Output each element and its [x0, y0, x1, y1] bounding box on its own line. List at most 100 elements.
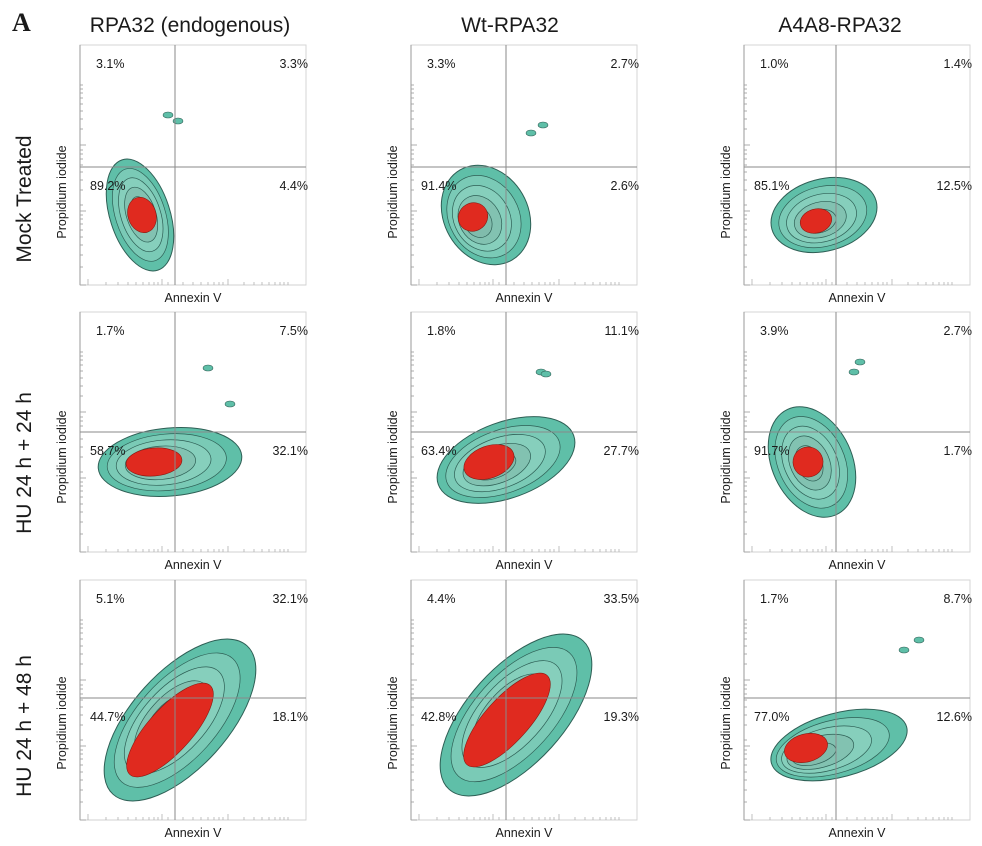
- quadrant-lower-left-value: 91.7%: [754, 444, 790, 458]
- density-core: [457, 202, 489, 232]
- x-axis-label: Annexin V: [164, 558, 222, 572]
- quadrant-lower-right-value: 12.6%: [936, 710, 972, 724]
- density-plot-hu24-endogenous: [79, 311, 307, 553]
- x-axis-label: Annexin V: [495, 826, 553, 840]
- quadrant-upper-right-value: 2.7%: [943, 324, 973, 338]
- quadrant-upper-right-value: 1.4%: [943, 57, 973, 71]
- quadrant-lower-right-value: 4.4%: [279, 179, 309, 193]
- density-plot-hu48-endogenous: [79, 579, 307, 821]
- quadrant-lower-left-value: 77.0%: [754, 710, 790, 724]
- quadrant-lower-right-value: 32.1%: [272, 444, 308, 458]
- flow-plot-mock-a4a8: 1.0% 1.4% 85.1% 12.5% Annexin V Propidium iod…: [714, 44, 974, 305]
- quadrant-upper-left-value: 1.8%: [427, 324, 456, 338]
- column-title-wt: Wt-RPA32: [461, 14, 559, 37]
- density-speck: [913, 636, 925, 644]
- y-axis-label: Propidium iodide: [719, 676, 733, 770]
- flow-plot-mock-wt: 3.3% 2.7% 91.4% 2.6% Annexin V Propidium iodi…: [381, 44, 641, 305]
- plot-frame: [743, 579, 971, 821]
- y-axis-label: Propidium iodide: [719, 410, 733, 504]
- quadrant-lower-right-value: 12.5%: [936, 179, 972, 193]
- density-speck: [162, 111, 174, 119]
- flow-plot-hu24-endogenous: 1.7% 7.5% 58.7% 32.1% Annexin V Propidium iod…: [50, 311, 310, 572]
- quadrant-upper-right-value: 3.3%: [279, 57, 309, 71]
- quadrant-lower-left-value: 63.4%: [421, 444, 457, 458]
- density-speck: [854, 358, 866, 366]
- density-core: [463, 444, 515, 480]
- x-axis-label: Annexin V: [164, 291, 222, 305]
- quadrant-upper-left-value: 1.0%: [760, 57, 789, 71]
- density-speck: [202, 364, 214, 372]
- x-axis-label: Annexin V: [164, 826, 222, 840]
- quadrant-lower-left-value: 44.7%: [90, 710, 126, 724]
- density-core: [799, 208, 833, 234]
- density-plot-hu24-wt: [410, 311, 638, 553]
- quadrant-upper-right-value: 32.1%: [272, 592, 308, 606]
- density-plot-mock-a4a8: [743, 44, 971, 286]
- x-axis-label: Annexin V: [495, 558, 553, 572]
- flow-plot-hu24-wt: 1.8% 11.1% 63.4% 27.7% Annexin V Propidium io…: [381, 311, 641, 572]
- quadrant-upper-left-value: 3.1%: [96, 57, 125, 71]
- quadrant-upper-left-value: 1.7%: [96, 324, 125, 338]
- x-axis-label: Annexin V: [828, 291, 886, 305]
- density-core: [784, 733, 828, 763]
- column-title-endogenous: RPA32 (endogenous): [89, 14, 291, 37]
- density-speck: [848, 368, 860, 376]
- flow-plot-mock-endogenous: 3.1% 3.3% 89.2% 4.4% Annexin V Propidium iodi…: [50, 44, 310, 305]
- plot-frame: [743, 44, 971, 286]
- density-plot-hu24-a4a8: [743, 311, 971, 553]
- y-axis-label: Propidium iodide: [386, 676, 400, 770]
- flow-plot-hu48-wt: 4.4% 33.5% 42.8% 19.3% Annexin V Propidium io…: [381, 579, 641, 840]
- flow-plot-hu48-endogenous: 5.1% 32.1% 44.7% 18.1% Annexin V Propidium io…: [50, 579, 310, 840]
- quadrant-lower-left-value: 85.1%: [754, 179, 790, 193]
- x-axis-label: Annexin V: [828, 558, 886, 572]
- quadrant-lower-right-value: 1.7%: [943, 444, 973, 458]
- flow-plot-hu24-a4a8: 3.9% 2.7% 91.7% 1.7% Annexin V Propidium iodi…: [714, 311, 974, 572]
- density-speck: [898, 646, 910, 654]
- x-axis-label: Annexin V: [828, 826, 886, 840]
- density-plot-mock-wt: [410, 44, 638, 286]
- quadrant-lower-left-value: 42.8%: [421, 710, 457, 724]
- y-axis-label: Propidium iodide: [55, 676, 69, 770]
- quadrant-upper-right-value: 8.7%: [943, 592, 973, 606]
- y-axis-label: Propidium iodide: [386, 410, 400, 504]
- quadrant-upper-left-value: 3.3%: [427, 57, 456, 71]
- density-core: [792, 446, 824, 478]
- quadrant-upper-left-value: 3.9%: [760, 324, 789, 338]
- quadrant-upper-left-value: 4.4%: [427, 592, 456, 606]
- quadrant-lower-right-value: 19.3%: [603, 710, 639, 724]
- density-speck: [540, 370, 552, 378]
- quadrant-lower-left-value: 91.4%: [421, 179, 457, 193]
- y-axis-label: Propidium iodide: [55, 145, 69, 239]
- quadrant-upper-right-value: 33.5%: [603, 592, 639, 606]
- quadrant-upper-right-value: 7.5%: [279, 324, 309, 338]
- density-plot-hu48-wt: [410, 579, 638, 821]
- row-title-hu24: HU 24 h + 24 h: [13, 392, 36, 534]
- quadrant-lower-left-value: 58.7%: [90, 444, 126, 458]
- row-title-mock: Mock Treated: [13, 135, 36, 263]
- x-axis-label: Annexin V: [495, 291, 553, 305]
- row-title-hu48: HU 24 h + 48 h: [13, 655, 36, 797]
- density-speck: [537, 121, 549, 129]
- y-axis-label: Propidium iodide: [386, 145, 400, 239]
- y-axis-label: Propidium iodide: [719, 145, 733, 239]
- flow-plot-hu48-a4a8: 1.7% 8.7% 77.0% 12.6% Annexin V Propidium iod…: [714, 579, 974, 840]
- panel-letter: A: [12, 8, 31, 37]
- quadrant-upper-right-value: 11.1%: [604, 324, 639, 338]
- y-axis-label: Propidium iodide: [55, 410, 69, 504]
- density-core: [125, 447, 183, 477]
- density-plot-hu48-a4a8: [743, 579, 971, 821]
- quadrant-upper-left-value: 5.1%: [96, 592, 125, 606]
- quadrant-lower-left-value: 89.2%: [90, 179, 126, 193]
- quadrant-lower-right-value: 18.1%: [272, 710, 308, 724]
- density-speck: [525, 129, 537, 137]
- quadrant-upper-right-value: 2.7%: [610, 57, 640, 71]
- density-core: [126, 682, 214, 778]
- quadrant-lower-right-value: 2.6%: [610, 179, 640, 193]
- density-plot-mock-endogenous: [79, 44, 307, 286]
- column-title-a4a8: A4A8-RPA32: [778, 14, 902, 37]
- quadrant-upper-left-value: 1.7%: [760, 592, 789, 606]
- quadrant-lower-right-value: 27.7%: [603, 444, 639, 458]
- density-core: [127, 197, 157, 233]
- density-core: [463, 672, 551, 768]
